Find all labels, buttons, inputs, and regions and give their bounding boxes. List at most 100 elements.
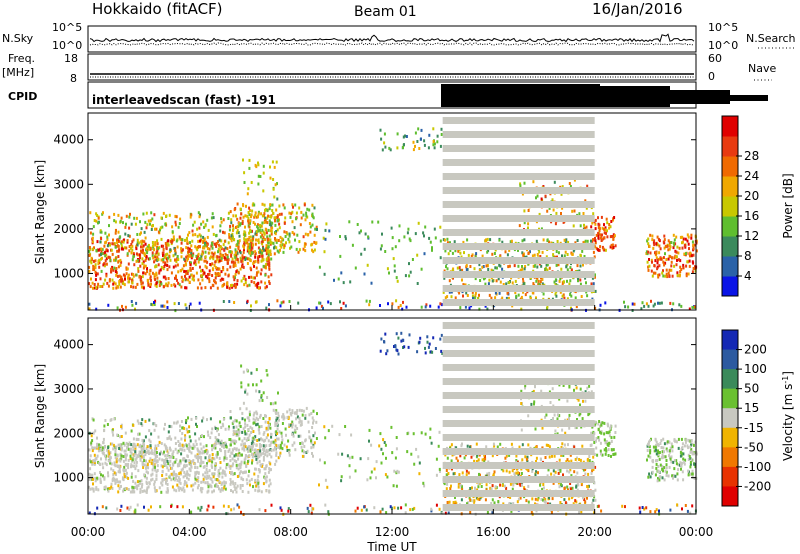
echo-cell [245, 470, 247, 474]
echo-cell [232, 227, 235, 231]
echo-cell [446, 501, 449, 504]
echo-cell [262, 258, 265, 262]
echo-cell [248, 158, 251, 162]
echo-cell [200, 480, 203, 484]
echo-cell [106, 249, 109, 253]
echo-cell [608, 226, 611, 230]
echo-cell [301, 454, 304, 458]
echo-cell [288, 300, 291, 303]
echo-cell [466, 294, 469, 297]
echo-cell [154, 242, 157, 246]
echo-cell [206, 481, 209, 485]
echo-cell [199, 239, 201, 243]
echo-cell [174, 447, 177, 451]
echo-cell [116, 249, 119, 253]
echo-cell [177, 463, 180, 467]
echo-cell [217, 272, 220, 275]
echo-cell [141, 463, 144, 467]
echo-cell [305, 406, 308, 410]
echo-cell [562, 220, 565, 224]
echo-cell [427, 146, 430, 150]
echo-cell [185, 286, 188, 290]
echo-cell [222, 277, 225, 281]
echo-cell [348, 456, 351, 460]
echo-cell [363, 272, 366, 276]
echo-cell [230, 471, 233, 475]
echo-cell [232, 224, 234, 228]
echo-cell [217, 243, 220, 247]
echo-cell [145, 257, 148, 260]
echo-cell [531, 254, 534, 258]
echo-cell [194, 432, 197, 436]
echo-cell [95, 212, 98, 216]
echo-cell [119, 443, 122, 447]
echo-cell [297, 301, 300, 305]
echo-cell [262, 455, 265, 459]
echo-cell [520, 307, 523, 311]
echo-cell [315, 437, 318, 440]
echo-cell [205, 274, 208, 278]
echo-cell [187, 269, 190, 273]
echo-cell [127, 447, 130, 451]
echo-cell [161, 479, 164, 483]
echo-cell [310, 439, 312, 443]
echo-cell [220, 443, 222, 447]
echo-cell [674, 249, 677, 253]
echo-cell [151, 451, 154, 455]
echo-cell [236, 430, 239, 434]
echo-cell [251, 251, 254, 255]
echo-cell [107, 446, 110, 450]
echo-cell [114, 478, 116, 482]
echo-cell [241, 430, 244, 434]
echo-cell [124, 431, 127, 435]
echo-cell [438, 430, 441, 434]
echo-cell [275, 238, 278, 242]
cpid-panel: CPID interleavedscan (fast) -191 [8, 81, 768, 109]
echo-cell [207, 476, 210, 480]
echo-cell [592, 498, 595, 502]
echo-cell [232, 425, 235, 429]
echo-cell [102, 451, 105, 455]
echo-cell [267, 250, 270, 254]
echo-cell [525, 457, 528, 461]
date-title: 16/Jan/2016 [592, 0, 683, 18]
echo-cell [136, 487, 139, 491]
echo-cell [375, 460, 378, 464]
echo-cell [154, 299, 157, 303]
echo-cell [195, 456, 198, 460]
echo-cell [202, 477, 205, 481]
echo-cell [157, 230, 160, 234]
echo-cell [170, 455, 172, 459]
echo-cell [236, 279, 239, 283]
echo-cell [312, 434, 315, 438]
echo-cell [653, 239, 656, 243]
echo-cell [219, 229, 222, 233]
echo-cell [213, 279, 215, 283]
echo-cell [197, 457, 199, 461]
echo-cell [247, 243, 250, 246]
echo-cell [88, 448, 91, 452]
echo-cell [544, 456, 547, 459]
echo-cell [234, 430, 237, 434]
echo-cell [687, 272, 690, 276]
echo-cell [270, 273, 273, 277]
echo-cell [116, 480, 119, 484]
echo-cell [191, 267, 194, 270]
echo-cell [88, 246, 91, 249]
echo-cell [291, 203, 294, 207]
echo-cell [431, 248, 433, 252]
echo-cell [324, 436, 327, 440]
echo-cell [222, 300, 225, 303]
echo-cell [135, 216, 138, 220]
echo-cell [344, 235, 347, 239]
echo-cell [125, 214, 128, 218]
echo-cell [472, 296, 474, 300]
echo-cell [201, 239, 204, 243]
echo-cell [459, 482, 461, 485]
echo-cell [103, 264, 106, 268]
echo-cell [579, 264, 582, 268]
echo-cell [605, 231, 607, 235]
echo-cell [522, 282, 525, 286]
echo-cell [179, 461, 182, 465]
echo-cell [187, 246, 189, 250]
